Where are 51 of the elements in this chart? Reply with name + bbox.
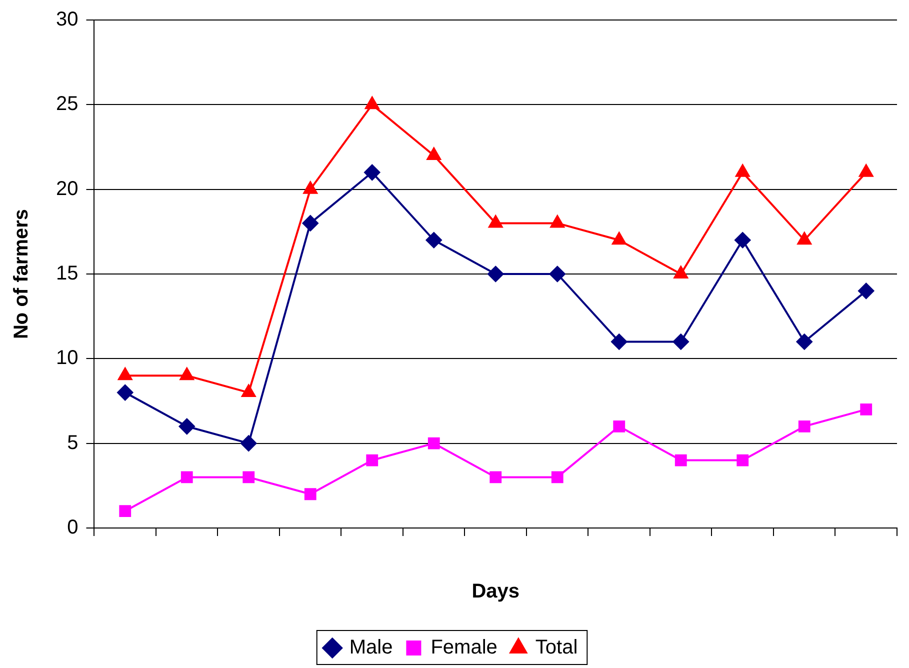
- point: [304, 488, 316, 500]
- point: [612, 232, 626, 245]
- point: [551, 471, 564, 484]
- point: [118, 368, 132, 380]
- y-tick-label: 15: [56, 262, 78, 285]
- point: [242, 384, 256, 398]
- point: [366, 454, 378, 466]
- point: [428, 437, 440, 450]
- point: [611, 334, 628, 350]
- point: [797, 232, 812, 245]
- y-tick-label: 20: [56, 178, 78, 200]
- point: [242, 471, 255, 484]
- point: [736, 454, 749, 466]
- point: [488, 266, 504, 282]
- point: [613, 420, 626, 432]
- point: [180, 368, 194, 380]
- point: [426, 232, 442, 248]
- point: [549, 266, 566, 282]
- legend-label: Female: [430, 636, 498, 659]
- point: [674, 454, 687, 466]
- y-tick-label: 30: [56, 8, 78, 31]
- point: [490, 471, 502, 484]
- point: [426, 147, 441, 160]
- point: [859, 164, 874, 177]
- point: [302, 215, 318, 232]
- y-tick-label: 25: [56, 93, 78, 116]
- point: [365, 96, 380, 110]
- point: [858, 282, 874, 299]
- legend-label: Total: [535, 636, 578, 659]
- point: [488, 215, 503, 228]
- point: [736, 164, 750, 177]
- point: [119, 505, 132, 518]
- point: [798, 420, 810, 432]
- x-axis-title: Days: [472, 580, 520, 603]
- y-tick-label: 0: [67, 516, 78, 539]
- point: [734, 232, 751, 248]
- point: [240, 435, 257, 452]
- point: [303, 181, 318, 194]
- point: [796, 334, 812, 350]
- point: [117, 384, 134, 401]
- point: [364, 164, 380, 180]
- point: [674, 266, 688, 278]
- legend-label: Male: [349, 636, 393, 659]
- y-tick-label: 5: [67, 432, 78, 454]
- y-axis-title: No of farmers: [10, 208, 33, 340]
- y-tick-label: 10: [56, 347, 78, 370]
- point: [672, 334, 689, 350]
- point: [550, 215, 564, 228]
- point: [860, 404, 872, 416]
- point: [180, 471, 193, 484]
- point: [178, 418, 195, 434]
